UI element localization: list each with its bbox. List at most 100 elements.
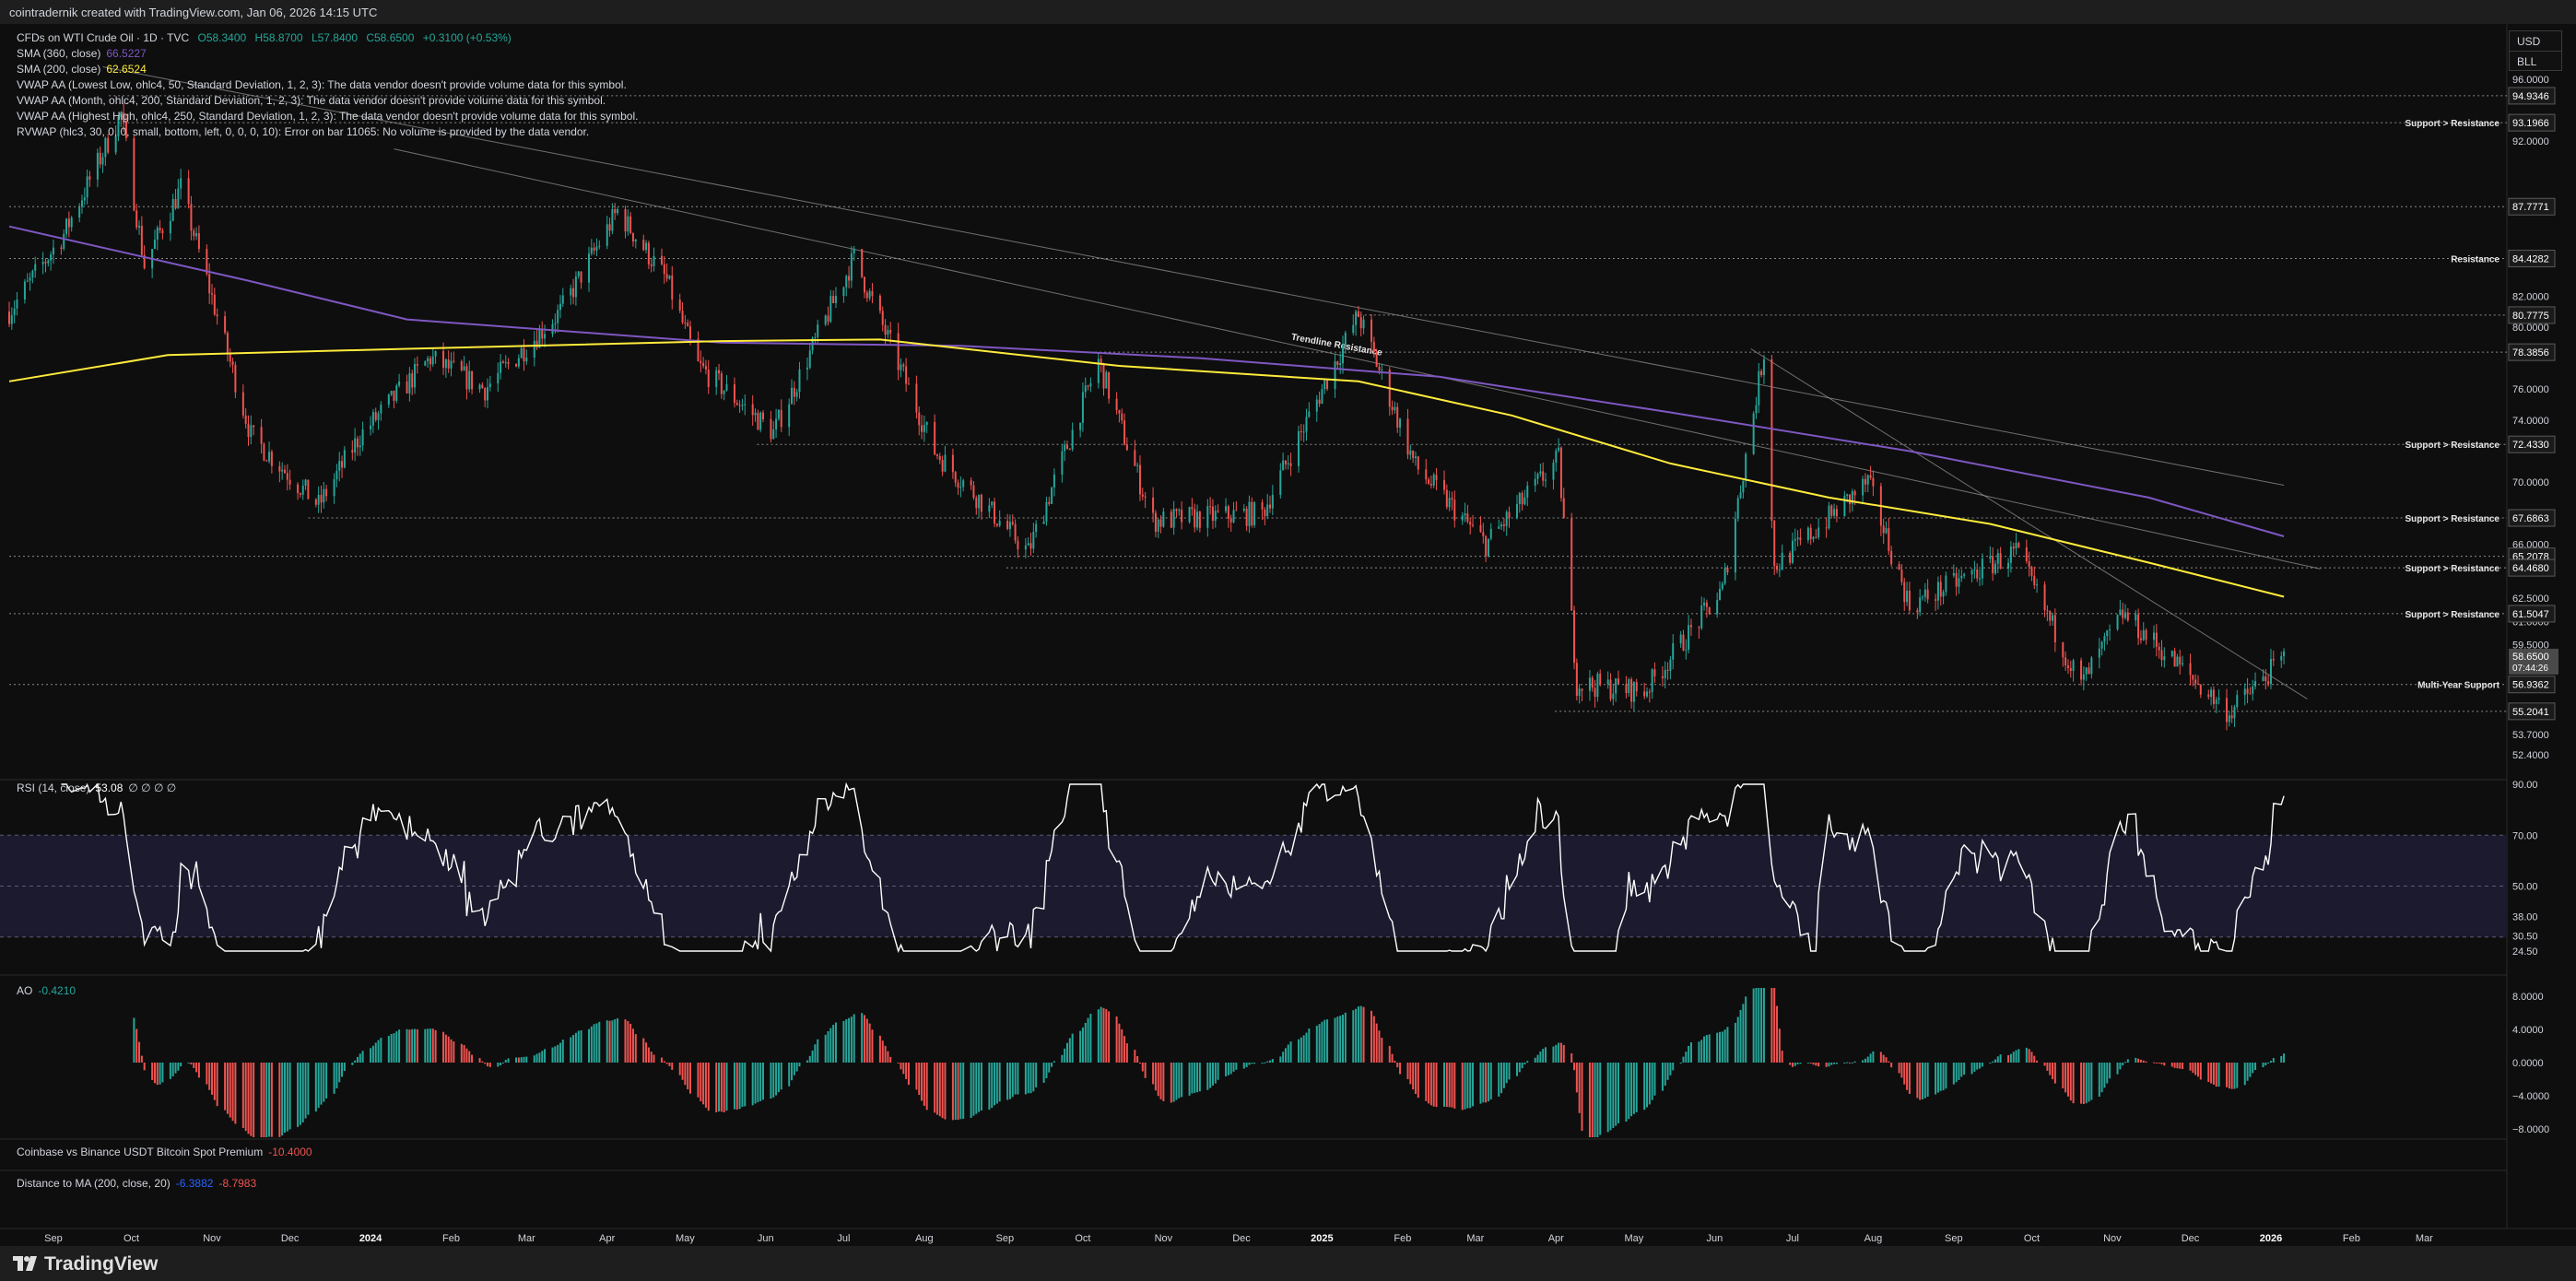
candle-body-357 [1305,417,1308,432]
candle-body-607 [2215,699,2217,704]
candle-body-601 [2194,679,2197,684]
level-label-10: Support > Resistance [2405,610,2500,620]
tradingview-logo[interactable]: TradingView [13,1253,158,1275]
ao-bar-172 [631,1028,634,1063]
candle-body-553 [2017,543,2020,547]
candle-body-580 [2119,609,2122,616]
candle-body-462 [1688,625,1690,650]
ao-bar-136 [501,1062,504,1064]
candle-body-244 [897,333,900,370]
unit-button[interactable]: BLL [2509,51,2562,71]
candle-body-470 [1718,589,1721,601]
candle-body-488 [1781,552,1783,570]
candle-body-276 [1011,522,1014,524]
candle-body-286 [1048,501,1051,504]
ao-bar-422 [1542,1049,1545,1063]
rvwap-legend[interactable]: RVWAP (hlc3, 30, 0, 0, small, bottom, le… [17,125,590,138]
ao-bar-403 [1472,1063,1475,1107]
rsi-legend[interactable]: RSI (14, close) 53.08 ∅ ∅ ∅ ∅ [17,782,176,794]
candle-body-294 [1079,422,1082,430]
time-tick-25: Oct [2024,1233,2040,1244]
candle-body-381 [1394,406,1396,411]
ao-bar-275 [1008,1063,1011,1099]
ao-bar-294 [1079,1030,1082,1063]
ao-bar-500 [1828,1063,1830,1067]
distance-value-1: -6.3882 [175,1177,214,1190]
candle-body-215 [791,387,794,405]
candle-body-0 [8,311,10,324]
ao-bar-289 [1061,1054,1064,1063]
candle-body-499 [1825,527,1828,529]
ao-bar-174 [642,1038,645,1063]
candle-body-554 [2025,546,2028,562]
ao-legend[interactable]: AO -0.4210 [17,984,76,997]
ao-bar-383 [1399,1063,1402,1075]
rsi-tick-3: 38.00 [2512,912,2538,923]
ao-bar-286 [1048,1063,1051,1073]
ao-bar-454 [1661,1063,1664,1091]
candle-body-223 [817,324,819,337]
ao-bar-410 [1500,1063,1503,1094]
vwap-month-legend[interactable]: VWAP AA (Month, ohlc4, 200, Standard Dev… [17,94,606,107]
ao-bar-474 [1734,1022,1736,1063]
candle-body-424 [1552,462,1555,480]
ao-bar-445 [1628,1063,1630,1120]
ao-bar-133 [488,1063,491,1067]
ao-bar-122 [450,1039,453,1063]
candle-body-550 [2009,546,2012,563]
candle-body-569 [2080,660,2083,680]
candle-body-397 [1451,498,1453,500]
ao-value: -0.4210 [38,984,76,997]
candle-body-551 [2012,546,2015,549]
sma360-legend[interactable]: SMA (360, close) 66.5227 [17,47,147,60]
candle-body-360 [1318,399,1321,404]
ao-bar-622 [2269,1061,2272,1063]
ao-bar-193 [707,1063,710,1111]
candle-body-220 [808,350,811,368]
chart-frame[interactable]: 96.0000 92.0000 82.0000 80.0000 76.0000 74.00… [0,24,2576,1246]
distance-legend[interactable]: Distance to MA (200, close, 20) -6.3882 -8… [17,1177,256,1190]
sma360-value: 66.5227 [106,47,147,60]
time-tick-13: Oct [1075,1233,1090,1244]
ao-bar-78 [288,1063,291,1130]
ao-bar-493 [1799,1063,1802,1064]
sma200-legend[interactable]: SMA (200, close) 62.6524 [17,63,147,76]
candle-body-260 [954,472,957,483]
ao-bar-89 [333,1063,335,1094]
vwap-lowest-legend[interactable]: VWAP AA (Lowest Low, ohlc4, 50, Standard… [17,78,627,91]
ao-bar-115 [427,1028,429,1063]
candle-body-53 [197,233,200,250]
candle-body-285 [1045,501,1048,522]
chart-canvas[interactable]: 96.0000 92.0000 82.0000 80.0000 76.0000 74.00… [0,24,2576,1246]
ao-bar-260 [954,1063,957,1121]
ao-bar-464 [1698,1041,1700,1063]
candle-body-343 [1253,502,1256,526]
candle-body-416 [1521,492,1523,505]
candle-body-262 [959,487,962,488]
candle-body-376 [1375,352,1378,368]
ao-bar-567 [2069,1063,2072,1101]
candle-body-95 [354,438,357,453]
vwap-highest-legend[interactable]: VWAP AA (Highest High, ohlc4, 250, Stand… [17,110,639,123]
candle-body-34 [133,137,135,211]
candle-body-42 [159,227,161,230]
candle-body-272 [995,523,998,526]
tradingview-logo-icon [13,1256,37,1271]
ao-bar-256 [938,1063,941,1117]
price-tick-label-0: 96.0000 [2512,75,2549,86]
level-label-6: Support > Resistance [2405,441,2500,451]
symbol-legend[interactable]: CFDs on WTI Crude Oil · 1D · TVC O58.340… [17,31,512,44]
premium-legend[interactable]: Coinbase vs Binance USDT Bitcoin Spot Pr… [17,1146,312,1158]
currency-button[interactable]: USD [2509,30,2562,51]
candle-body-9 [41,262,44,264]
candle-body-433 [1581,688,1583,691]
candle-body-383 [1399,418,1402,428]
candle-body-166 [611,209,614,231]
candle-body-505 [1846,494,1849,496]
ao-bar-582 [2124,1062,2127,1064]
ao-bar-448 [1635,1063,1638,1112]
candle-body-611 [2230,715,2233,719]
candle-body-353 [1289,463,1292,466]
time-tick-5: Feb [442,1233,460,1244]
candle-body-16 [65,218,68,234]
